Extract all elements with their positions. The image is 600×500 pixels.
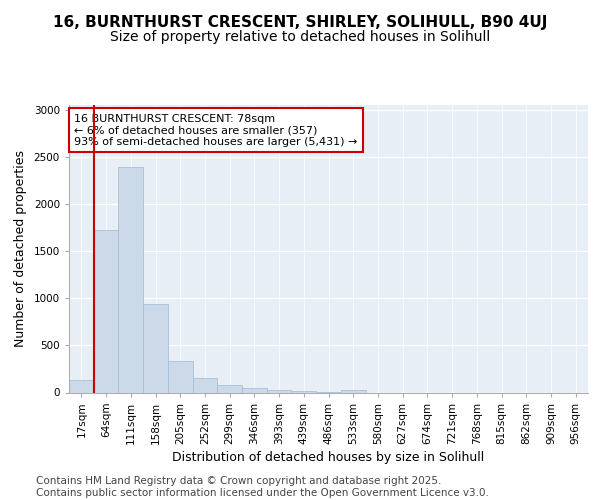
Text: Size of property relative to detached houses in Solihull: Size of property relative to detached ho…	[110, 30, 490, 44]
Bar	[193, 378, 217, 392]
Bar	[118, 167, 143, 392]
Bar	[69, 380, 94, 392]
Text: 16 BURNTHURST CRESCENT: 78sqm
← 6% of detached houses are smaller (357)
93% of s: 16 BURNTHURST CRESCENT: 78sqm ← 6% of de…	[74, 114, 358, 147]
Text: Contains HM Land Registry data © Crown copyright and database right 2025.
Contai: Contains HM Land Registry data © Crown c…	[36, 476, 489, 498]
Bar	[94, 230, 118, 392]
Bar	[341, 390, 365, 392]
Bar	[217, 385, 242, 392]
X-axis label: Distribution of detached houses by size in Solihull: Distribution of detached houses by size …	[172, 450, 485, 464]
Y-axis label: Number of detached properties: Number of detached properties	[14, 150, 27, 348]
Bar	[267, 390, 292, 392]
Bar	[143, 304, 168, 392]
Bar	[168, 361, 193, 392]
Bar	[242, 388, 267, 392]
Text: 16, BURNTHURST CRESCENT, SHIRLEY, SOLIHULL, B90 4UJ: 16, BURNTHURST CRESCENT, SHIRLEY, SOLIHU…	[53, 15, 547, 30]
Bar	[292, 390, 316, 392]
